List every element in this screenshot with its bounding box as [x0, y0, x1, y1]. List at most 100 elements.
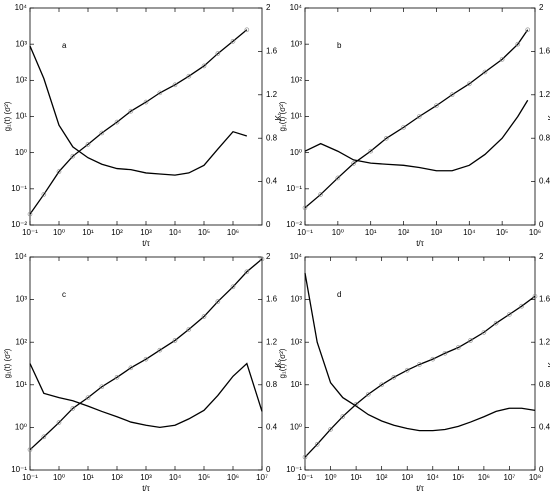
series-line — [29, 362, 263, 429]
data-point — [384, 135, 389, 141]
y2-tick-label: 0.8 — [266, 133, 278, 142]
y-tick-label: 10⁻¹ — [286, 184, 302, 193]
y-tick-label: 10⁴ — [290, 3, 303, 12]
x-tick-label: 10⁰ — [332, 228, 344, 237]
y-tick-label: 10³ — [290, 295, 302, 304]
y2-tick-label: 0.8 — [266, 380, 278, 389]
y2-tick-label: 0.4 — [539, 177, 550, 186]
x-axis-label: t/τ — [416, 484, 424, 493]
plot-frame — [29, 256, 263, 471]
data-point — [85, 142, 91, 147]
y-tick-label: 10⁻¹ — [11, 465, 27, 474]
data-point — [493, 320, 499, 326]
data-point — [499, 57, 505, 62]
x-tick-label: 10⁶ — [227, 228, 239, 237]
y2-tick-label: 2 — [266, 3, 271, 12]
panel-label: d — [337, 290, 341, 299]
data-point — [368, 148, 374, 154]
y2-tick-label: 1.6 — [539, 295, 550, 304]
data-point — [468, 338, 473, 343]
x-tick-label: 10⁵ — [452, 473, 464, 482]
y-tick-label: 10³ — [15, 39, 27, 48]
y2-tick-label: 1.6 — [266, 295, 278, 304]
x-tick-label: 10⁻¹ — [297, 228, 313, 237]
y2-tick-label: 1.6 — [539, 47, 550, 56]
y-axis-label: g₁(t) (σ²) — [278, 348, 287, 378]
x-tick-label: 10⁵ — [496, 228, 508, 237]
x-tick-label: 10² — [398, 228, 410, 237]
data-point — [351, 161, 356, 166]
data-point — [259, 256, 265, 262]
series-line — [304, 295, 536, 458]
data-point — [41, 434, 47, 440]
y-axis-label: g₁(t) (σ²) — [278, 101, 287, 131]
y2-tick-label: 0.4 — [266, 423, 278, 432]
y-tick-label: 10⁻² — [286, 220, 302, 229]
data-point — [230, 39, 236, 44]
y2-axis-label: Kₜ — [547, 113, 550, 121]
x-tick-label: 10⁰ — [325, 473, 337, 482]
data-point — [41, 192, 47, 197]
data-point — [27, 447, 33, 452]
data-point — [449, 92, 455, 98]
y-tick-label: 10⁴ — [15, 252, 28, 261]
y2-tick-label: 0.4 — [539, 423, 550, 432]
y-tick-label: 10⁰ — [290, 148, 302, 157]
data-point — [128, 365, 134, 371]
data-point — [186, 327, 192, 332]
x-tick-label: 10² — [111, 473, 123, 482]
y2-tick-label: 0.8 — [539, 380, 550, 389]
data-point — [186, 73, 192, 79]
data-point — [128, 108, 134, 114]
y2-tick-label: 2 — [266, 252, 271, 261]
series-line — [304, 29, 529, 209]
x-tick-label: 10⁴ — [169, 473, 182, 482]
data-point — [442, 350, 448, 356]
data-point — [70, 406, 76, 411]
data-point — [302, 205, 308, 211]
series-line — [304, 99, 529, 172]
data-point — [56, 169, 62, 174]
data-point — [481, 330, 487, 335]
data-point — [56, 420, 62, 425]
series-line — [29, 45, 248, 176]
y-tick-label: 10¹ — [290, 112, 302, 121]
y2-tick-label: 2 — [539, 3, 544, 12]
y2-tick-label: 0 — [539, 220, 544, 229]
x-tick-label: 10⁴ — [427, 473, 440, 482]
y-tick-label: 10¹ — [15, 380, 27, 389]
data-point — [172, 82, 178, 88]
y2-axis-label: Kₜ — [547, 360, 550, 368]
data-point — [114, 119, 120, 125]
y2-tick-label: 2 — [539, 252, 544, 261]
data-point — [525, 27, 531, 33]
data-point — [85, 395, 91, 400]
data-point — [532, 293, 538, 299]
x-tick-label: 10⁶ — [529, 228, 541, 237]
x-tick-label: 10⁶ — [227, 473, 239, 482]
x-tick-label: 10⁰ — [53, 473, 65, 482]
x-tick-label: 10⁰ — [53, 228, 65, 237]
data-point — [143, 99, 149, 105]
y-tick-label: 10² — [15, 337, 27, 346]
panel-label: b — [337, 41, 342, 50]
y-axis-label: g₁(t) (σ²) — [3, 101, 12, 131]
x-tick-label: 10⁴ — [169, 228, 182, 237]
y2-tick-label: 1.2 — [539, 90, 550, 99]
x-tick-label: 10⁵ — [198, 228, 210, 237]
data-point — [340, 414, 346, 419]
y2-tick-label: 1.2 — [539, 337, 550, 346]
data-point — [318, 192, 323, 197]
y2-axis-label: Kₜ — [274, 360, 283, 368]
data-point — [434, 103, 439, 108]
y-tick-label: 10⁰ — [290, 423, 302, 432]
data-point — [99, 384, 105, 390]
x-tick-label: 10¹ — [350, 473, 362, 482]
y-tick-label: 10⁰ — [15, 423, 27, 432]
data-point — [244, 27, 250, 33]
y2-tick-label: 0.8 — [539, 133, 550, 142]
y-tick-label: 10⁰ — [15, 148, 27, 157]
y2-axis-label: Kₜ — [274, 113, 283, 121]
data-point — [519, 303, 524, 309]
data-point — [27, 211, 33, 217]
